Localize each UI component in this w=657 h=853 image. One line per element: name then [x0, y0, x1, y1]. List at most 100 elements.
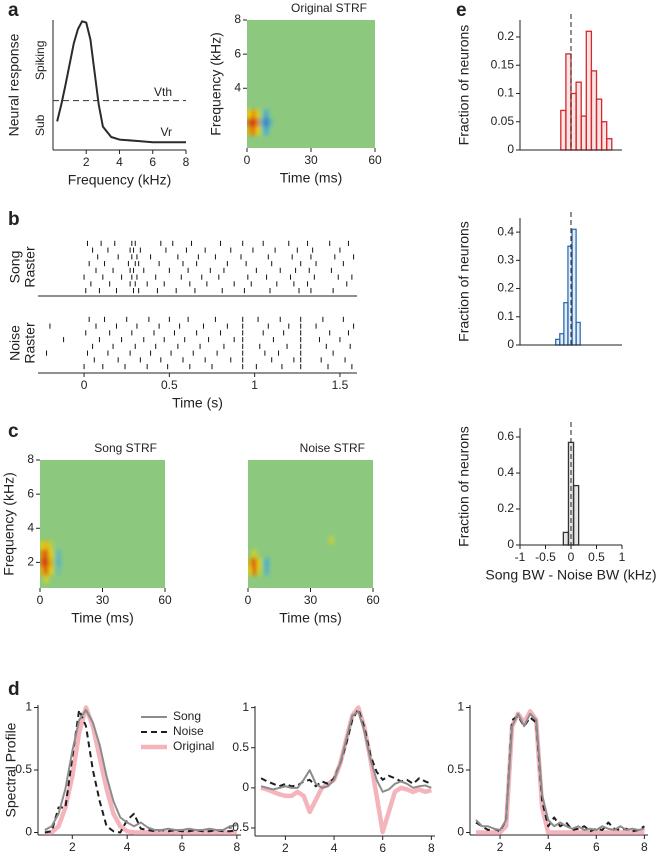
y-tick-label: 0.05 [491, 114, 515, 128]
hist-bar [590, 70, 598, 151]
heatmap-blur [248, 535, 334, 576]
region-label: Sub [33, 114, 47, 136]
y-tick-label: 0.2 [497, 29, 514, 43]
heatmap-blur [40, 541, 61, 584]
chart-title: Noise STRF [300, 441, 365, 455]
hist-bar [562, 531, 570, 546]
y-tick-label: 8 [234, 12, 241, 26]
raster-label: Noise [7, 325, 23, 361]
y-tick-label: 8 [27, 452, 34, 466]
heatmap-cell [264, 109, 269, 119]
heatmap-cell [44, 566, 49, 576]
heatmap-cell [251, 118, 256, 127]
x-tick-label: 4 [116, 155, 123, 169]
hist-bar [595, 98, 603, 151]
x-tick-label: 60 [368, 153, 382, 167]
heatmap-cell [48, 549, 53, 559]
y-tick-label: 1 [457, 700, 464, 714]
x-tick-label: 6 [379, 841, 386, 853]
hist-bar [565, 53, 572, 151]
heatmap-cell [256, 566, 261, 576]
x-tick-label: 2 [83, 155, 90, 169]
heatmap-blur [247, 109, 273, 136]
heatmap-cell [255, 118, 260, 127]
heatmap-cell [255, 109, 260, 119]
y-axis-label: Spectral Profile [3, 722, 19, 817]
x-tick-label: 0 [244, 153, 251, 167]
data-line [44, 705, 237, 835]
heatmap-cell [268, 118, 273, 127]
x-tick-label: 0 [568, 550, 575, 564]
y-tick-label: 6 [234, 46, 241, 60]
x-tick-label: 1 [251, 378, 258, 392]
x-tick-label: 0 [37, 593, 44, 607]
heatmap-cell [248, 566, 253, 576]
heatmap-cell [259, 118, 265, 127]
heatmap-cell [56, 566, 61, 576]
heatmap-cell [44, 549, 49, 559]
heatmap-cell [247, 126, 252, 136]
x-tick-label: 30 [304, 593, 318, 607]
panel-label: b [8, 209, 20, 230]
heatmap-cell [255, 126, 260, 136]
x-tick-label: 60 [366, 593, 380, 607]
y-tick-label: -0.5 [228, 820, 249, 834]
hist-bar [572, 484, 580, 546]
heatmap-cell [248, 558, 253, 567]
panel-label: a [8, 0, 19, 21]
annotation: Vth [154, 85, 172, 99]
x-tick-label: 6 [593, 840, 600, 853]
y-tick-label: 0.5 [15, 762, 32, 776]
data-line [260, 705, 432, 835]
data-line [476, 709, 645, 835]
heatmap-cell [251, 126, 256, 136]
x-tick-label: 8 [428, 841, 435, 853]
heatmap-cell [252, 558, 257, 567]
heatmap-cell [264, 126, 269, 136]
hist-bar [580, 115, 587, 151]
heatmap-cell [56, 558, 61, 567]
x-tick-label: 4 [124, 840, 131, 853]
data-line [44, 709, 238, 831]
x-axis-label: Time (s) [172, 395, 223, 411]
y-axis-label: Neural response [6, 33, 22, 136]
y-tick-label: 2 [27, 555, 34, 569]
panel-label: d [8, 679, 20, 700]
y-tick-label: 0 [507, 142, 514, 156]
y-axis-label: Frequency (kHz) [208, 32, 224, 135]
panel-label: e [456, 0, 467, 21]
y-tick-label: 0.1 [497, 86, 514, 100]
raster-label: Raster [22, 322, 38, 364]
data-line [475, 715, 645, 833]
y-tick-label: 0.5 [232, 740, 249, 754]
raster-label: Raster [22, 246, 38, 288]
heatmap-cell [48, 566, 53, 576]
region-label: Spiking [33, 41, 47, 80]
hist-bar [600, 121, 608, 151]
y-tick-label: 0.6 [497, 429, 514, 443]
chart-title: Song STRF [94, 441, 157, 455]
heatmap-cells [247, 109, 273, 136]
hist-bar [560, 109, 567, 151]
heatmap-cell [40, 566, 45, 576]
x-axis-label: Time (ms) [280, 170, 342, 186]
x-tick-label: 4 [545, 840, 552, 853]
y-tick-label: 1 [25, 700, 32, 714]
y-tick-label: 4 [234, 80, 241, 94]
y-tick-label: 0.15 [491, 57, 515, 71]
panel-label: c [8, 421, 19, 442]
y-tick-label: 0.2 [497, 281, 514, 295]
heatmap-cell [256, 558, 261, 567]
y-tick-label: 0 [25, 825, 32, 839]
x-tick-label: 4 [331, 841, 338, 853]
x-tick-label: 2 [282, 841, 289, 853]
heatmap-cell [252, 566, 257, 576]
y-tick-label: 1 [242, 700, 249, 714]
y-axis-label: Fraction of neurons [456, 426, 472, 547]
y-axis-label: Fraction of neurons [456, 25, 472, 146]
x-tick-label: 0 [81, 378, 88, 392]
heatmap-cell [247, 109, 252, 119]
x-axis-label: Song BW - Noise BW (kHz) [485, 567, 656, 583]
heatmap-cell [40, 541, 45, 550]
